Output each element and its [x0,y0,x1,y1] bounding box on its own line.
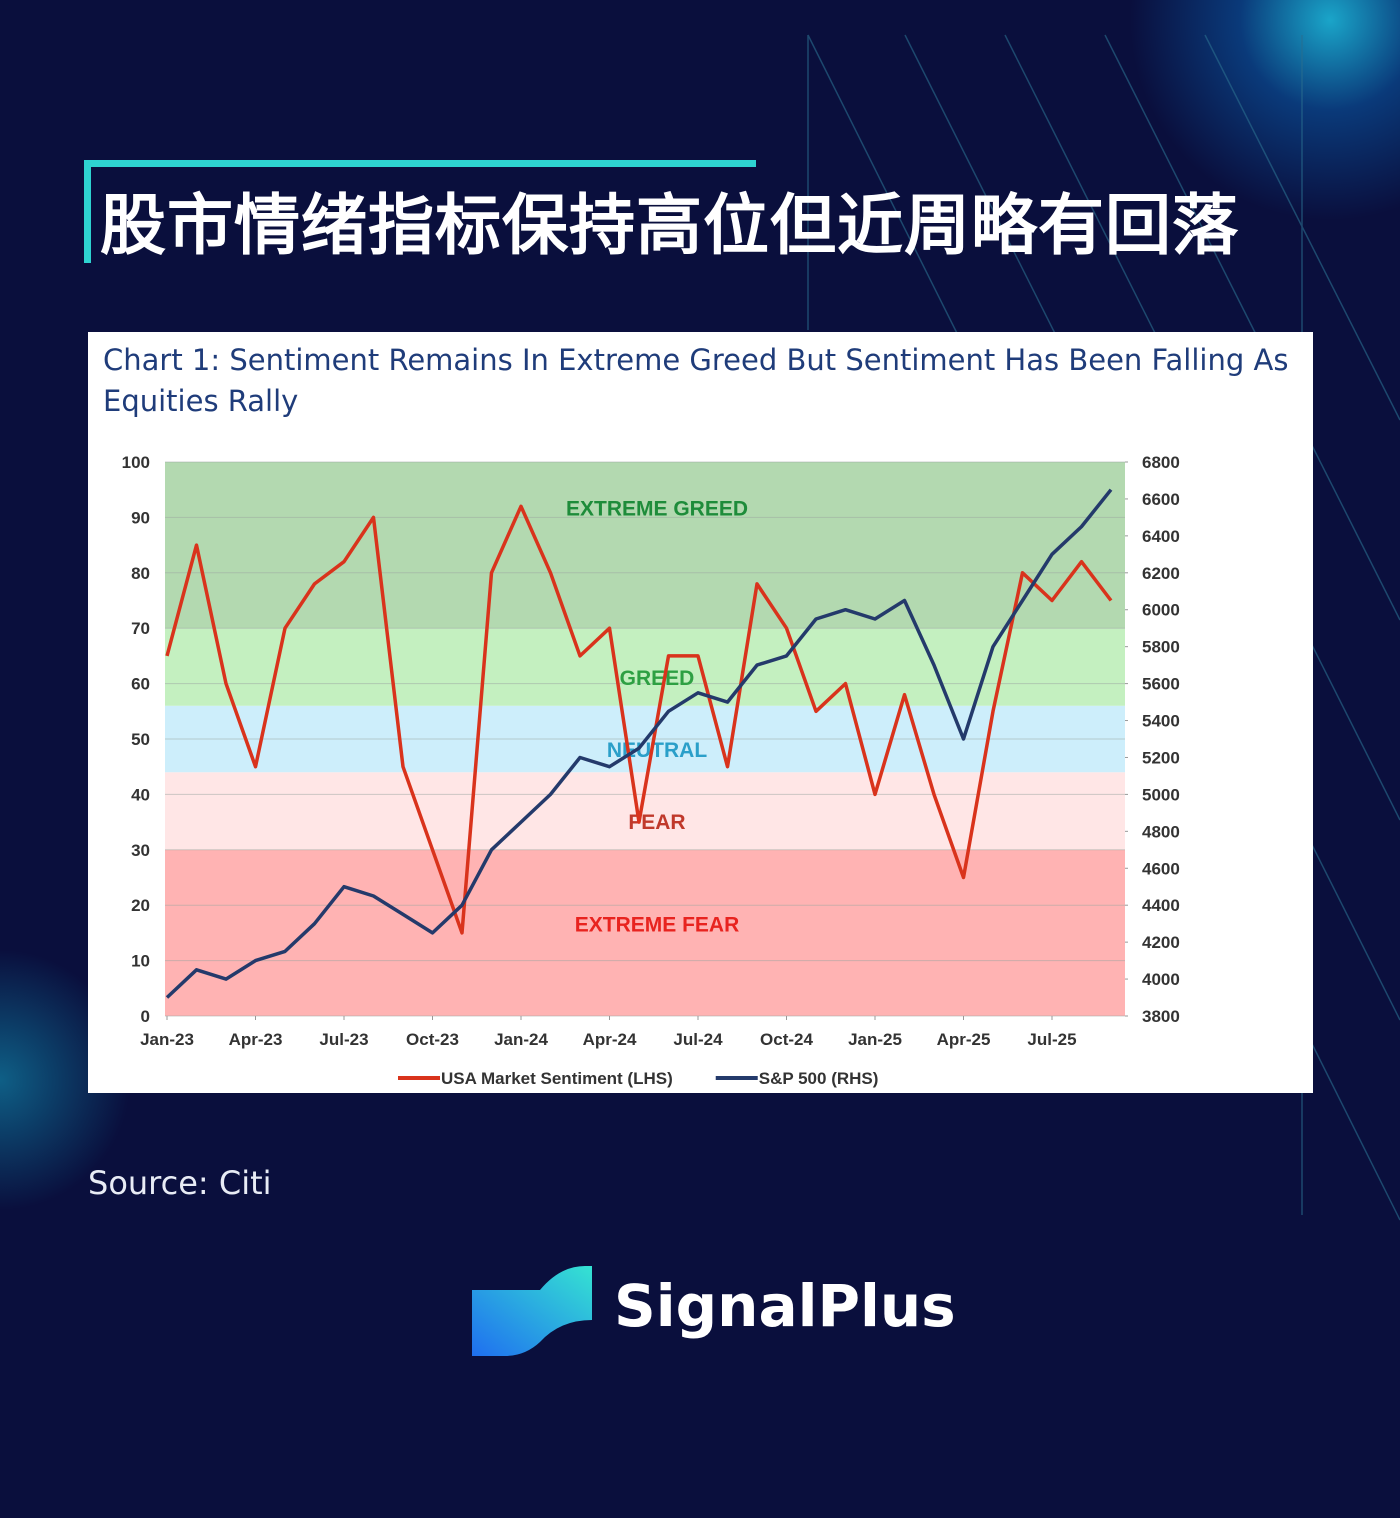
x-tick-label: Apr-25 [937,1030,991,1049]
chart-panel: 0 10 20 30 40 50 60 70 80 90 100 3800 4000 4200 4400 46… [88,332,1313,1093]
x-tick-label: Oct-23 [406,1030,459,1049]
source: Source: Citi [88,1164,272,1202]
y-tick-label: 70 [131,619,150,638]
band-label: EXTREME GREED [566,498,748,521]
y-tick-label: 100 [122,453,150,472]
band-label: FEAR [628,811,685,834]
y2-tick-label: 4200 [1142,933,1180,952]
y2-tick-label: 4000 [1142,970,1180,989]
x-tick-label: Jan-23 [140,1030,194,1049]
y-tick-label: 30 [131,841,150,860]
x-tick-label: Jan-25 [848,1030,902,1049]
band-label: NEUTRAL [607,739,707,762]
y2-tick-label: 5600 [1142,675,1180,694]
y2-tick-label: 6800 [1142,453,1180,472]
y-tick-label: 60 [131,675,150,694]
chart: 0 10 20 30 40 50 60 70 80 90 100 3800 4000 4200 4400 46… [122,453,1180,1088]
brand: SignalPlus [614,1272,956,1340]
y-tick-label: 90 [131,508,150,527]
y2-tick-label: 5000 [1142,785,1180,804]
y2-tick-label: 6600 [1142,490,1180,509]
y2-tick-label: 6000 [1142,601,1180,620]
series-line [165,504,1113,935]
x-tick-label: Apr-24 [583,1030,637,1049]
legend-label: USA Market Sentiment (LHS) [441,1069,673,1088]
x-tick-label: Oct-24 [760,1030,813,1049]
y2-tick-label: 4800 [1142,822,1180,841]
y-tick-label: 20 [131,896,150,915]
y2-tick-label: 5200 [1142,748,1180,767]
x-tick-label: Jul-23 [319,1030,368,1049]
y-tick-label: 40 [131,785,150,804]
x-tick-label: Jul-25 [1027,1030,1076,1049]
chart-title: Chart 1: Sentiment Remains In Extreme Gr… [103,343,1289,418]
y2-tick-label: 3800 [1142,1007,1180,1026]
x-tick-label: Apr-23 [229,1030,283,1049]
legend-label: S&P 500 (RHS) [759,1069,879,1088]
y-tick-label: 0 [141,1007,150,1026]
band [165,462,1125,629]
page-title: 股市情绪指标保持高位但近周略有回落 [100,187,1239,264]
series-line [165,488,1113,999]
y2-tick-label: 5400 [1142,712,1180,731]
band-label: GREED [620,667,695,690]
y2-tick-label: 6200 [1142,564,1180,583]
band [165,628,1125,706]
y2-tick-label: 4600 [1142,859,1180,878]
x-tick-label: Jan-24 [494,1030,548,1049]
y-tick-label: 50 [131,730,150,749]
band-label: EXTREME FEAR [575,914,740,937]
y2-tick-label: 5800 [1142,638,1180,657]
y-tick-label: 80 [131,564,150,583]
y-tick-label: 10 [131,952,150,971]
y2-tick-label: 6400 [1142,527,1180,546]
y2-tick-label: 4400 [1142,896,1180,915]
x-tick-label: Jul-24 [673,1030,723,1049]
